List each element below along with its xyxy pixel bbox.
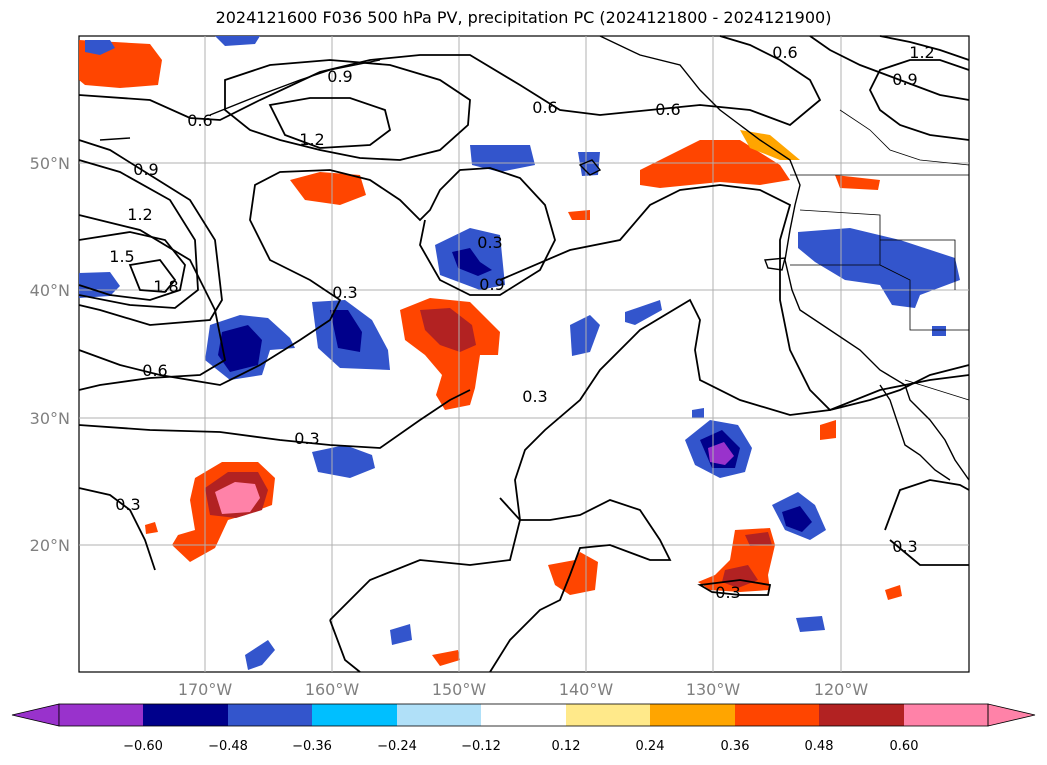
latitude-labels: 50°N 40°N 30°N 20°N [30, 154, 70, 555]
longitude-label: 130°W [686, 680, 741, 699]
longitude-label: 150°W [432, 680, 487, 699]
precip-patch-positive [820, 420, 836, 440]
colorbar-tick-label: −0.24 [377, 739, 417, 754]
colorbar-ticks: −0.60 −0.48 −0.36 −0.24 −0.12 0.12 0.24 … [123, 739, 918, 754]
contour-label: 1.5 [109, 247, 134, 266]
precip-patch-negative [312, 445, 375, 478]
precipitation-patches [79, 36, 960, 670]
contour-label: 0.3 [715, 583, 740, 602]
contour-label: 0.9 [133, 160, 158, 179]
colorbar-bin [59, 704, 143, 726]
colorbar-bin [904, 704, 988, 726]
colorbar-tick-label: 0.60 [890, 739, 919, 754]
colorbar-tick-label: 0.12 [552, 739, 581, 754]
precip-patch-negative [470, 145, 535, 172]
colorbar-tick-label: −0.60 [123, 739, 163, 754]
contour-label: 0.6 [532, 98, 557, 117]
precip-patch-positive [640, 140, 790, 188]
precip-patch-positive [145, 522, 158, 534]
precip-patch-positive [885, 585, 902, 600]
precip-patch-negative [452, 248, 492, 276]
graticule [79, 36, 969, 672]
precip-patch-positive [568, 210, 590, 220]
longitude-label: 160°W [305, 680, 360, 699]
precip-patch-negative [692, 408, 704, 418]
precip-patch-negative [578, 152, 600, 176]
precip-patch-negative [85, 40, 115, 55]
contour-labels: 0.9 0.6 1.2 0.6 0.6 0.6 1.2 0.9 0.9 1.2 … [109, 43, 934, 602]
colorbar-bin [481, 704, 566, 726]
map-title: 2024121600 F036 500 hPa PV, precipitatio… [215, 8, 832, 27]
contour-label: 0.6 [142, 361, 167, 380]
precip-patch-positive [740, 130, 800, 160]
colorbar-tick-label: 0.48 [805, 739, 834, 754]
colorbar-bin [819, 704, 904, 726]
colorbar-tick-label: 0.36 [721, 739, 750, 754]
precip-patch-negative [798, 228, 960, 308]
contour-label: 0.3 [294, 429, 319, 448]
contour-label: 0.3 [892, 537, 917, 556]
contour-label: 0.6 [772, 43, 797, 62]
colorbar-bin [397, 704, 481, 726]
longitude-label: 140°W [559, 680, 614, 699]
precip-patch-negative [625, 300, 662, 325]
longitude-labels: 170°W 160°W 150°W 140°W 130°W 120°W [178, 680, 869, 699]
colorbar-border [58, 703, 989, 727]
pv-contours [78, 35, 970, 673]
longitude-label: 120°W [814, 680, 869, 699]
contour-label: 1.2 [299, 130, 324, 149]
contour-label: 0.9 [479, 275, 504, 294]
latitude-label: 40°N [30, 281, 70, 300]
contour-label: 1.8 [153, 277, 178, 296]
precip-patch-positive [432, 650, 460, 666]
colorbar-extend-max [987, 703, 1036, 727]
precip-patch-negative [245, 640, 275, 670]
colorbar-tick-label: −0.36 [292, 739, 332, 754]
contour-label: 0.6 [187, 111, 212, 130]
contour-label: 0.9 [892, 70, 917, 89]
precip-patch-positive [215, 482, 260, 514]
colorbar-tick-label: −0.48 [208, 739, 248, 754]
colorbar-bin [143, 704, 228, 726]
precip-patch-negative [330, 310, 362, 352]
contour-label: 0.3 [115, 495, 140, 514]
precip-patch-negative [932, 326, 946, 336]
precip-patch-positive [420, 308, 476, 352]
latitude-label: 30°N [30, 409, 70, 428]
precip-patch-negative [79, 272, 120, 298]
colorbar-extend-min [11, 703, 60, 727]
colorbar-bin [566, 704, 650, 726]
coastlines [99, 35, 970, 481]
contour-label: 0.3 [477, 233, 502, 252]
contour-label: 0.3 [522, 387, 547, 406]
colorbar-bin [312, 704, 397, 726]
latitude-label: 50°N [30, 154, 70, 173]
precip-patch-positive [290, 172, 366, 205]
contour-label: 1.2 [909, 43, 934, 62]
contour-label: 0.3 [332, 283, 357, 302]
precip-patch-negative [218, 325, 262, 372]
colorbar-bin [735, 704, 819, 726]
contour-label: 1.2 [127, 205, 152, 224]
precip-patch-negative [796, 616, 825, 632]
colorbar-tick-label: 0.24 [636, 739, 665, 754]
colorbar [11, 703, 1036, 727]
longitude-label: 170°W [178, 680, 233, 699]
precip-patch-negative [782, 506, 812, 532]
precip-patch-negative [570, 315, 600, 356]
precip-patch-negative [215, 36, 260, 46]
precip-patch-positive [835, 175, 880, 190]
contour-label: 0.9 [327, 67, 352, 86]
colorbar-bin [228, 704, 312, 726]
precip-patch-negative [708, 442, 734, 465]
latitude-label: 20°N [30, 536, 70, 555]
precip-patch-positive [745, 532, 772, 546]
contour-label: 0.6 [655, 100, 680, 119]
precip-patch-negative [390, 624, 412, 645]
colorbar-bin [650, 704, 735, 726]
colorbar-tick-label: −0.12 [461, 739, 501, 754]
